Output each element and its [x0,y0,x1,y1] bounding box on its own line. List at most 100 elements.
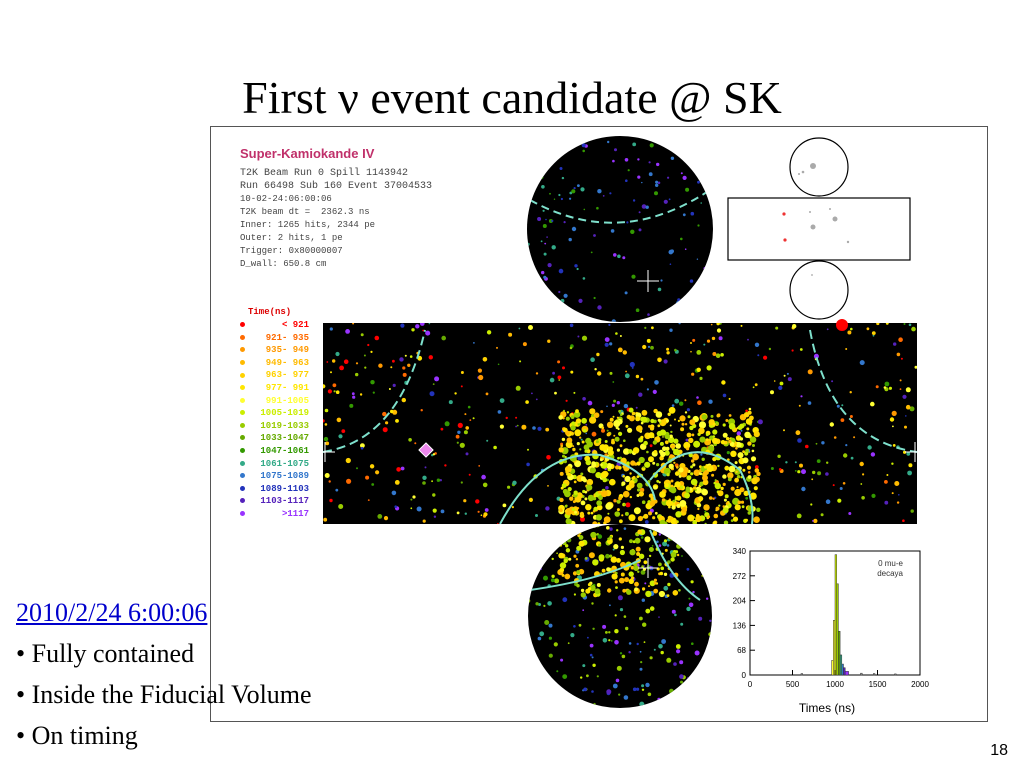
pmt-hit [402,366,406,370]
pmt-hit [547,263,552,268]
legend-item: 1019-1033 [240,420,309,433]
pmt-hit [658,644,663,649]
pmt-hit [739,423,745,429]
pmt-hit [329,327,333,331]
pmt-hit [657,418,661,422]
pmt-hit [669,424,672,427]
pmt-hit [562,530,568,535]
pmt-hit [657,181,661,185]
pmt-hit [797,438,802,443]
pmt-hit [681,507,688,513]
pmt-hit [554,391,557,395]
pmt-hit [652,440,658,445]
pmt-hit [571,421,576,426]
pmt-hit [598,438,602,442]
pmt-hit [722,482,726,486]
pmt-hit [652,516,656,520]
legend-item: < 921 [240,319,309,332]
pmt-hit [908,323,912,327]
pmt-hit [558,290,561,294]
pmt-hit [674,418,676,421]
pmt-hit [582,277,586,280]
pmt-hit [551,310,555,314]
pmt-hit [673,461,676,464]
pmt-hit [547,601,552,606]
pmt-hit [730,450,737,457]
pmt-hit [614,614,617,617]
event-date-link[interactable]: 2010/2/24 6:00:06 [16,598,208,627]
pmt-hit [455,434,460,439]
pmt-hit [624,291,628,295]
pmt-hit [670,487,677,494]
pmt-hit [654,527,659,532]
pmt-hit [660,566,664,571]
pmt-hit [592,663,596,667]
pmt-hit [886,474,889,476]
pmt-hit [660,451,666,458]
pmt-hit [394,480,400,485]
pmt-hit [545,545,549,549]
pmt-hit [338,504,344,509]
legend-item: 1047-1061 [240,445,309,458]
pmt-hit [787,377,792,382]
pmt-hit [807,401,812,405]
pmt-hit [549,161,553,165]
pmt-hit [692,338,696,342]
pmt-hit [440,427,444,431]
pmt-hit [641,204,647,209]
pmt-hit [370,380,375,385]
pmt-hit [580,476,586,482]
pmt-hit [622,475,625,478]
pmt-hit [636,642,639,646]
pmt-hit [558,268,564,274]
pmt-hit [502,503,507,508]
pmt-hit [528,679,531,683]
pmt-hit [464,413,467,416]
pmt-hit [352,323,355,325]
pmt-hit [653,485,658,490]
pmt-hit [658,544,662,547]
pmt-hit [641,409,648,416]
pmt-hit [658,616,660,618]
pmt-hit [553,198,556,200]
histogram-bar [838,630,841,676]
histogram-bar [800,673,803,676]
pmt-hit [371,483,375,486]
pmt-hit [656,430,663,437]
pmt-hit [695,695,701,700]
pmt-hit [688,548,692,552]
pmt-hit [391,490,397,496]
pmt-hit [641,500,646,505]
legend-color-dot [240,511,245,517]
pmt-hit [616,529,619,532]
pmt-hit [392,359,395,363]
pmt-hit [625,502,631,508]
pmt-hit [659,571,664,576]
pmt-hit [860,483,863,485]
pmt-hit [570,370,574,374]
y-tick-label: 68 [737,646,746,655]
pmt-hit [703,465,707,469]
pmt-hit [662,541,668,547]
legend-item: 935- 949 [240,344,309,357]
pmt-hit [392,383,396,387]
pmt-hit [550,689,553,692]
pmt-hit [360,446,364,450]
pmt-hit [635,406,638,409]
outer-hit-marker [418,442,434,458]
pmt-hit [688,602,694,608]
pmt-hit [636,461,641,466]
pmt-hit [463,430,468,435]
pmt-hit [673,448,680,456]
pmt-hit [444,464,447,467]
pmt-hit [590,357,595,363]
pmt-hit [722,393,727,398]
pmt-hit [598,554,605,561]
pmt-hit [631,411,636,416]
pmt-hit [673,662,677,666]
pmt-hit [551,245,556,250]
pmt-hit [591,602,594,605]
pmt-hit [591,431,597,437]
pmt-hit [592,627,595,630]
pmt-hit [621,514,624,517]
